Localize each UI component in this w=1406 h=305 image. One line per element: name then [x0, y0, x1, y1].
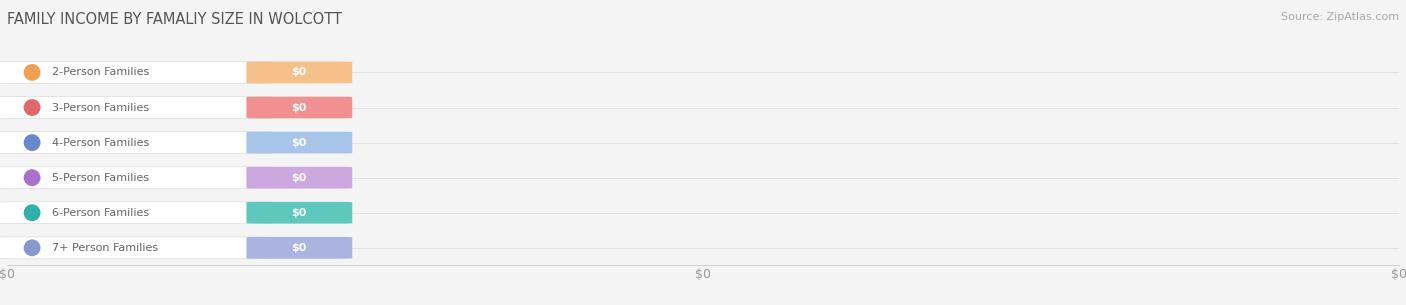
Ellipse shape — [24, 204, 41, 221]
Text: $0: $0 — [291, 243, 307, 253]
FancyBboxPatch shape — [0, 62, 271, 83]
Text: Source: ZipAtlas.com: Source: ZipAtlas.com — [1281, 12, 1399, 22]
Text: 2-Person Families: 2-Person Families — [52, 67, 149, 77]
Text: 6-Person Families: 6-Person Families — [52, 208, 149, 218]
Text: 5-Person Families: 5-Person Families — [52, 173, 149, 183]
Ellipse shape — [24, 134, 41, 151]
Text: 7+ Person Families: 7+ Person Families — [52, 243, 157, 253]
FancyBboxPatch shape — [0, 167, 271, 188]
Text: 3-Person Families: 3-Person Families — [52, 102, 149, 113]
FancyBboxPatch shape — [0, 97, 271, 118]
FancyBboxPatch shape — [0, 132, 271, 153]
Text: $0: $0 — [291, 102, 307, 113]
Text: $0: $0 — [291, 208, 307, 218]
Ellipse shape — [24, 64, 41, 81]
Ellipse shape — [24, 169, 41, 186]
FancyBboxPatch shape — [246, 62, 353, 83]
Text: 4-Person Families: 4-Person Families — [52, 138, 149, 148]
Text: $0: $0 — [291, 138, 307, 148]
Text: FAMILY INCOME BY FAMALIY SIZE IN WOLCOTT: FAMILY INCOME BY FAMALIY SIZE IN WOLCOTT — [7, 12, 342, 27]
FancyBboxPatch shape — [246, 97, 353, 118]
Text: $0: $0 — [291, 67, 307, 77]
FancyBboxPatch shape — [246, 237, 353, 259]
Ellipse shape — [24, 239, 41, 256]
FancyBboxPatch shape — [246, 167, 353, 188]
Ellipse shape — [24, 99, 41, 116]
Text: $0: $0 — [291, 173, 307, 183]
FancyBboxPatch shape — [0, 237, 271, 259]
FancyBboxPatch shape — [246, 132, 353, 153]
FancyBboxPatch shape — [246, 202, 353, 224]
FancyBboxPatch shape — [0, 202, 271, 224]
